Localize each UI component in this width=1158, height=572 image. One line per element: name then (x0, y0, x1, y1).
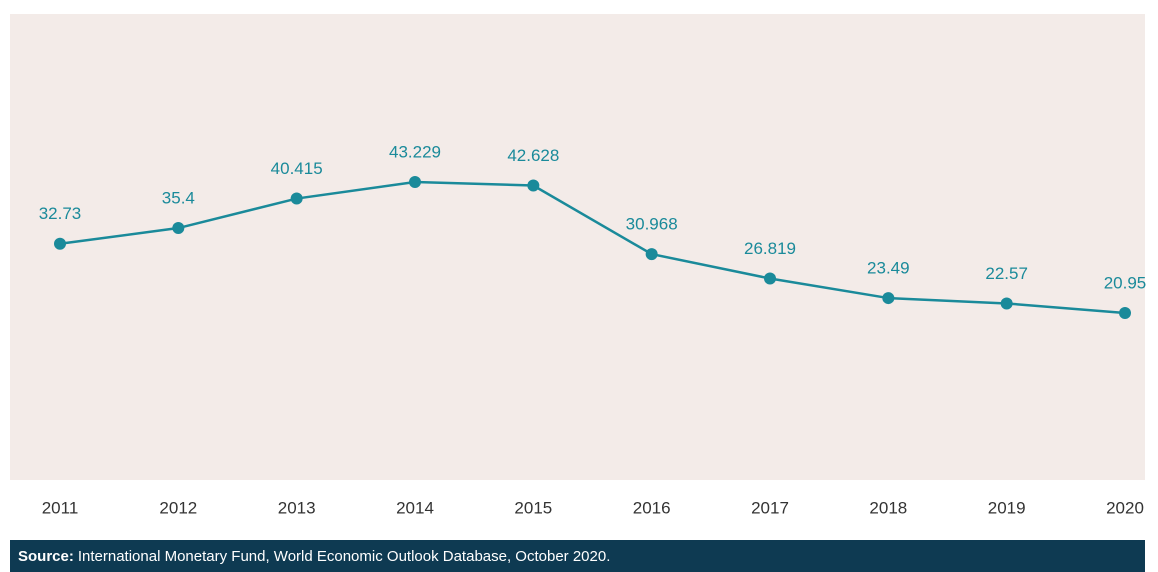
plot-background (10, 14, 1145, 480)
x-tick-label: 2017 (751, 498, 789, 517)
data-label: 30.968 (626, 215, 678, 234)
x-tick-label: 2019 (988, 498, 1026, 517)
source-label: Source: (18, 548, 74, 565)
line (59, 180, 1126, 315)
x-tick-label: 2011 (42, 498, 79, 517)
x-tick-label: 2016 (633, 498, 671, 517)
point (172, 222, 185, 235)
point (54, 237, 66, 250)
source: Source: International Monetary Fund, Worl… (18, 548, 610, 565)
data-label: 23.49 (867, 259, 910, 278)
data-label: 35.4 (162, 189, 195, 208)
point (1119, 307, 1131, 319)
point (764, 272, 776, 285)
data-label: 32.73 (39, 204, 82, 223)
data-label: 20.95 (1104, 273, 1147, 292)
point (882, 292, 895, 305)
source-text: International Monetary Fund, World Econo… (78, 548, 611, 565)
x-tick-label: 2020 (1106, 498, 1144, 517)
point (527, 179, 540, 192)
point (645, 248, 658, 261)
x-tick-label: 2012 (159, 498, 197, 517)
data-label: 40.415 (271, 159, 323, 178)
x-tick-label: 2015 (514, 498, 552, 517)
point (290, 192, 303, 205)
x-tick-label: 2018 (869, 498, 907, 517)
data-label: 26.819 (744, 239, 796, 258)
data-label: 42.628 (507, 146, 559, 165)
x-tick-label: 2013 (278, 498, 316, 517)
footer-bar (10, 540, 1145, 572)
point (1000, 297, 1013, 310)
data-label: 22.57 (985, 264, 1028, 283)
point (409, 176, 421, 188)
x-tick-label: 2014 (396, 498, 434, 517)
data-label: 43.229 (389, 142, 441, 161)
